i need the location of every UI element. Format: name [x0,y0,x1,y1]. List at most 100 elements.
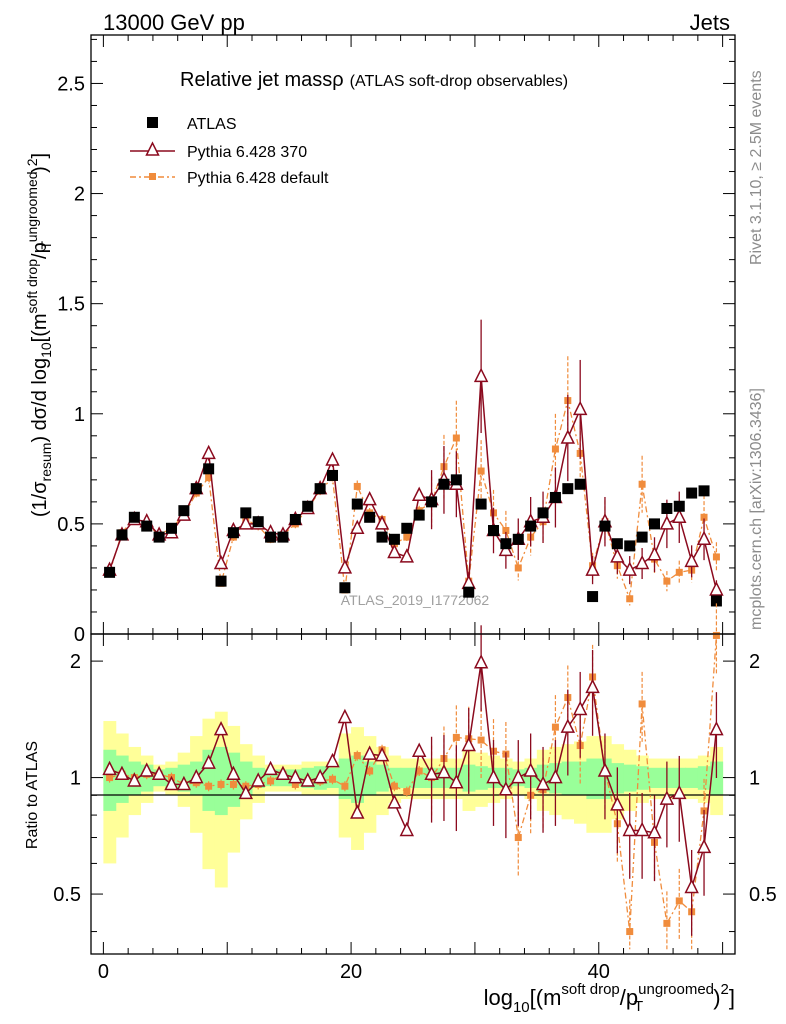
atlas-point [265,531,277,543]
atlas-point [438,478,450,490]
ratio-y-axis-label: Ratio to ATLAS [24,741,41,849]
pythia-default-point [353,482,361,490]
ratio-ticks: 0.5 0.51 12 20 20 40 [53,634,777,983]
ratio-band-inner [697,766,711,790]
ratio-band-inner [574,761,587,796]
ratio-370-point [511,768,526,784]
ratio-default-point [514,834,522,842]
ratio-370-point [399,821,415,837]
main-y-tick-label: 1 [74,404,85,426]
ratio-370-point [461,736,476,752]
ratio-band-inner [710,761,724,796]
ratio-370-point [535,775,551,791]
ratio-370-point [362,745,377,760]
ratio-370-point [114,765,130,781]
ratio-default-point [477,736,485,744]
legend-label-atlas: ATLAS [187,116,237,133]
atlas-point [327,469,338,481]
ratio-default-point [626,928,634,936]
main-ticks: 0 0.5 1 1.5 2 2.5 [57,35,735,646]
pythia-default-point [712,553,720,561]
atlas-point [166,522,177,534]
ratio-data [102,603,724,950]
legend-marker-pythia-default [149,173,156,180]
ratio-370-point [275,765,291,781]
atlas-point [587,591,599,603]
ratio-default-point [229,780,237,788]
atlas-point [661,502,673,514]
main-y-tick-label: 2.5 [57,73,85,95]
category-label: Jets [690,10,730,35]
pythia370-point [709,581,724,596]
pythia-default-point [205,474,213,482]
ratio-default-point [366,767,374,775]
ratio-default-point [415,767,423,775]
ratio-band-inner [375,764,389,792]
ratio-370-point [684,878,699,894]
ratio-370-point [709,720,724,736]
ratio-370-point [300,772,315,787]
atlas-point [116,529,128,541]
plot-title: Relative jet massρ (ATLAS soft-drop obser… [180,69,568,91]
atlas-point [339,582,351,594]
legend: ATLAS Pythia 6.428 370 Pythia 6.428 defa… [130,116,329,187]
ratio-370-point [213,720,229,736]
atlas-point [426,496,438,508]
ratio-default-point [329,775,336,783]
ratio-default-point [341,782,349,790]
ratio-band-inner [623,764,637,792]
ratio-default-point [452,733,460,741]
main-data [102,319,724,607]
mcplots-label: mcplots.cern.ch [arXiv:1306.3436] [748,388,765,630]
pythia370-point [473,367,489,383]
ratio-370-point [250,772,266,787]
ratio-370-point [659,790,675,805]
pythia370-point [659,515,675,530]
ratio-panel: 0.5 0.51 12 20 20 40 Ratio to ATLAS [24,603,777,983]
ratio-370-point [350,804,365,819]
atlas-point [549,491,561,503]
atlas-point [364,511,376,523]
ratio-default-point [217,780,225,788]
pythia370-point [350,519,365,535]
ratio-370-point [325,752,340,768]
x-axis-label: log10[(msoft drop/pungroomed T)2] [484,981,735,1016]
atlas-point [686,487,698,499]
ratio-default-point [205,782,213,790]
pythia370-point [672,508,687,524]
ratio-370-point [411,742,427,757]
pythia370-point [461,574,476,590]
atlas-point [252,516,264,528]
rivet-label: Rivet 3.1.10, ≥ 2.5M events [748,70,765,265]
pythia370-line [108,376,718,591]
atlas-point [388,533,400,545]
pythia370-point [634,554,650,570]
ratio-370-point [164,775,179,791]
atlas-point [128,511,140,523]
ratio-370-point [696,838,712,854]
atlas-point [636,531,648,543]
atlas-point [203,463,215,475]
x-tick-label: 20 [340,961,362,983]
ratio-default-point [663,919,671,927]
main-y-tick-label: 0 [74,624,85,646]
ratio-370-point [585,678,600,694]
pythia370-point [560,429,576,444]
atlas-point [537,507,549,519]
legend-label-pythia-default: Pythia 6.428 default [187,170,329,187]
atlas-point [215,575,227,587]
ratio-y-tick-label-right: 1 [749,768,760,790]
atlas-point [401,522,413,534]
pythia370-point [610,548,625,563]
energy-label: 13000 GeV pp [103,10,245,35]
atlas-point [413,509,425,521]
ratio-370-point [127,772,142,787]
atlas-point [649,518,660,530]
atlas-point [314,483,326,495]
ratio-band-inner [561,761,575,796]
ratio-band-inner [685,767,699,788]
pythia370-point [325,451,340,466]
ratio-default-point [638,700,646,708]
ratio-370-point [548,768,563,784]
